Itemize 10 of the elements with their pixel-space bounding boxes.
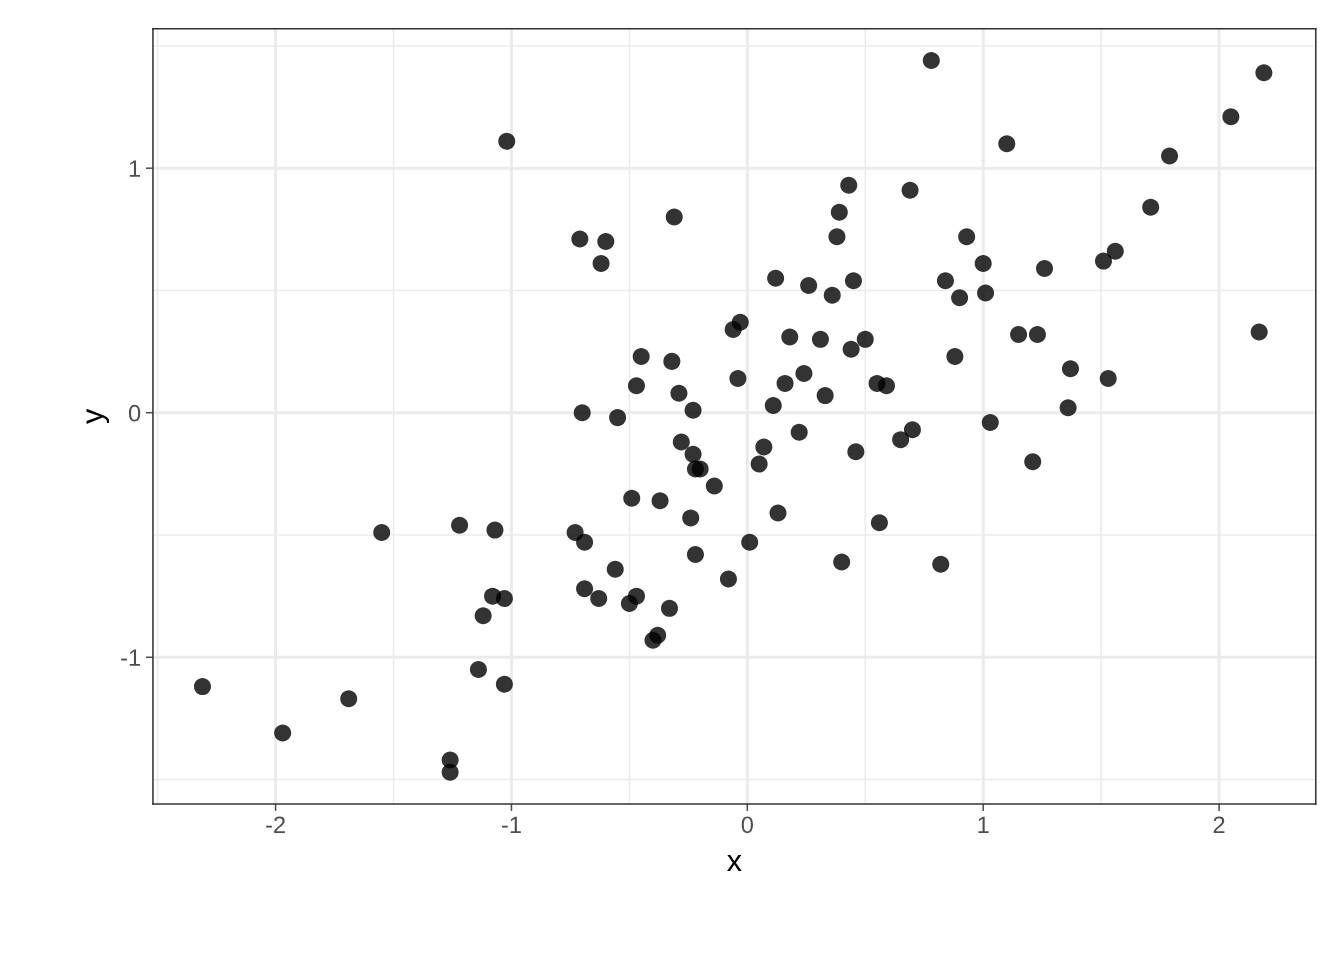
x-tick-label: -2 — [266, 816, 285, 833]
x-tick-label: 2 — [1213, 816, 1225, 833]
x-tick-label: -1 — [502, 816, 521, 833]
x-axis-title: x — [727, 854, 742, 872]
x-tick-label: 1 — [978, 816, 989, 833]
y-tick-label: 1 — [129, 160, 140, 177]
y-tick-label: 0 — [128, 404, 141, 422]
x-tick-label: 0 — [741, 816, 753, 834]
y-axis-title: y — [86, 408, 110, 424]
y-tick-label: -1 — [121, 649, 140, 666]
